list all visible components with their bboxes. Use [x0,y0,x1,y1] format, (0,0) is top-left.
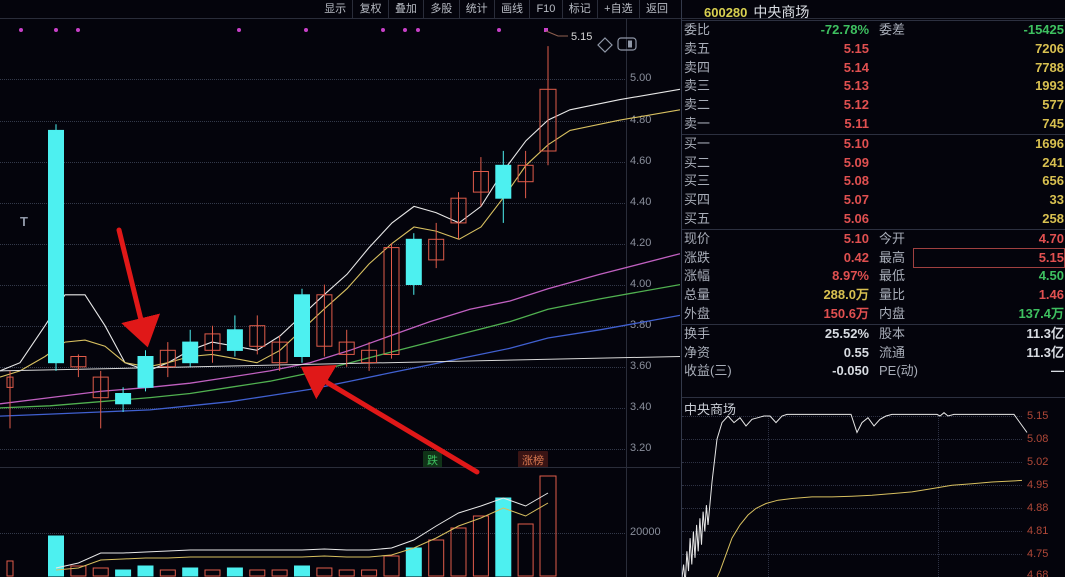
svg-text:5.15: 5.15 [571,31,592,43]
